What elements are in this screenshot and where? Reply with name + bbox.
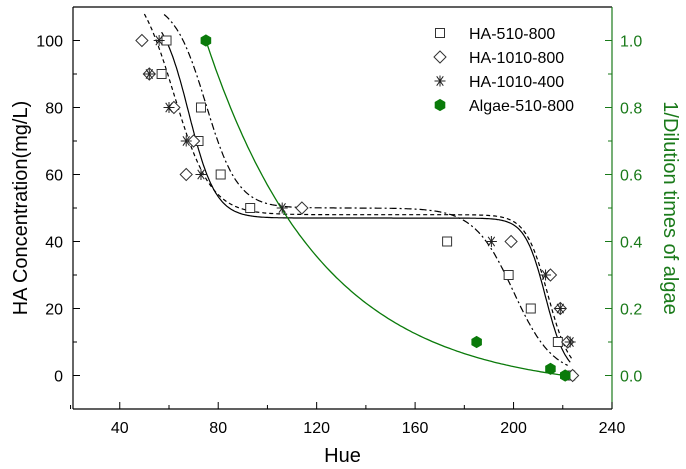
data-point-ha-1010-800 xyxy=(504,234,518,249)
y-tick-label: 0 xyxy=(54,369,63,386)
data-point-ha-1010-400 xyxy=(564,336,576,348)
fit-curves xyxy=(143,13,574,377)
x-tick-label: 80 xyxy=(209,420,227,437)
y-tick-label: 40 xyxy=(45,235,63,252)
x-tick-label: 160 xyxy=(402,420,429,437)
legend-item: HA-1010-400 xyxy=(434,74,564,91)
y-axis-title: HA Concentration(mg/L) xyxy=(10,101,32,316)
data-point-ha-1010-400 xyxy=(153,35,165,46)
data-point-ha-510-800 xyxy=(195,102,206,113)
legend-label: HA-510-800 xyxy=(469,26,555,43)
data-point-ha-1010-400 xyxy=(180,135,192,147)
y-tick-label: 80 xyxy=(45,101,63,118)
x-axis-title: Hue xyxy=(324,445,361,467)
data-point-ha-1010-400 xyxy=(276,202,288,214)
x-tick-label: 240 xyxy=(599,420,626,437)
y2-axis-title: 1/Dilution times of algae xyxy=(659,101,681,314)
legend-label: HA-1010-400 xyxy=(469,74,564,91)
data-point-ha-510-800 xyxy=(503,270,514,280)
x-tick-label: 200 xyxy=(500,420,527,437)
data-point-algae-510-800 xyxy=(560,369,571,382)
hexagon-icon xyxy=(434,98,446,112)
data-point-ha-510-800 xyxy=(215,169,226,180)
x-tick-label: 120 xyxy=(303,420,330,437)
y-tick-label: 60 xyxy=(45,168,63,185)
legend-label: Algae-510-800 xyxy=(469,98,574,115)
data-point-ha-1010-800 xyxy=(179,167,193,182)
fit-curve-ha-510-800 xyxy=(163,14,568,366)
diamond-icon xyxy=(433,50,447,64)
data-point-ha-1010-400 xyxy=(195,169,207,180)
data-point-ha-1010-400 xyxy=(485,236,497,247)
data-point-ha-510-800 xyxy=(525,303,536,314)
data-point-ha-1010-800 xyxy=(295,201,309,215)
y2-tick-label: 0.4 xyxy=(620,235,642,252)
data-point-algae-510-800 xyxy=(545,362,556,375)
fit-curve-ha-1010-400 xyxy=(161,31,571,363)
data-point-ha-1010-400 xyxy=(540,269,552,281)
y2-tick-label: 1.0 xyxy=(620,34,642,51)
data-point-ha-1010-400 xyxy=(554,303,566,314)
legend-item: HA-510-800 xyxy=(435,26,555,43)
y-tick-label: 20 xyxy=(45,302,63,319)
data-point-algae-510-800 xyxy=(200,34,212,47)
y2-tick-label: 0.8 xyxy=(620,101,642,118)
data-markers xyxy=(135,33,580,383)
y2-tick-label: 0.2 xyxy=(620,302,642,319)
data-point-algae-510-800 xyxy=(471,335,482,349)
data-point-ha-1010-800 xyxy=(186,134,201,148)
algae-fit-curve xyxy=(205,40,566,377)
data-point-ha-1010-400 xyxy=(143,68,155,80)
y2-tick-label: 0.6 xyxy=(620,168,642,185)
axes: 40 80 120 160 200 240 0 20 40 60 80 100 0.0 0.2 0.4 0.6… xyxy=(10,6,681,467)
data-point-ha-510-800 xyxy=(245,203,256,213)
data-point-ha-1010-800 xyxy=(135,33,149,48)
legend-label: HA-1010-800 xyxy=(469,50,564,67)
x-tick-label: 40 xyxy=(111,420,129,437)
y-tick-label: 100 xyxy=(36,34,63,51)
data-point-ha-1010-400 xyxy=(163,102,175,113)
legend: HA-510-800 HA-1010-800 HA-1010-400 Algae-51… xyxy=(433,26,574,115)
legend-item: Algae-510-800 xyxy=(434,98,574,115)
fit-curve-ha-1010-800 xyxy=(143,13,574,361)
legend-item: HA-1010-800 xyxy=(433,50,564,67)
data-point-ha-510-800 xyxy=(156,69,167,79)
asterisk-icon xyxy=(434,75,446,87)
y2-tick-label: 0.0 xyxy=(620,369,642,386)
square-icon xyxy=(435,28,445,38)
data-point-ha-510-800 xyxy=(442,236,453,247)
